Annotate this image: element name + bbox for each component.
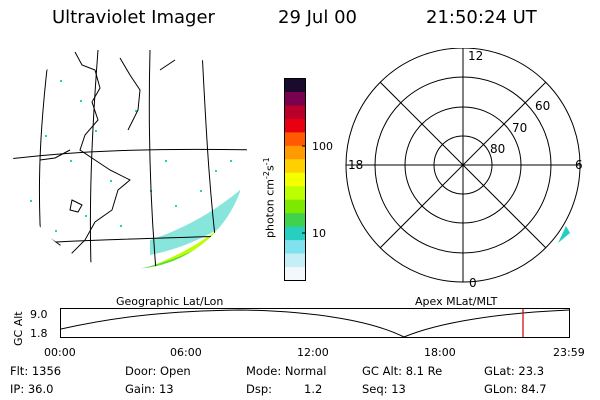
timeline-ytick-top: 9.0 [30, 308, 48, 321]
colorbar-tick-10: 10 [312, 227, 326, 240]
polar-caption: Apex MLat/MLT [415, 295, 498, 308]
colorbar-stripe [284, 267, 306, 282]
colorbar-stripe [284, 186, 306, 201]
polar-mlat-mlt-plot: 12 18 6 0 60 70 80 [345, 48, 583, 290]
timeline-xtick-1200: 12:00 [297, 346, 329, 359]
colorbar-stripe [284, 91, 306, 107]
colorbar-stripe [284, 118, 306, 133]
timeline-xtick-0000: 00:00 [44, 346, 76, 359]
gain-value: Gain: 13 [125, 382, 174, 396]
time-label: 21:50:24 UT [426, 7, 537, 28]
sequence-number: Seq: 13 [362, 382, 406, 396]
mlt-label-6: 6 [575, 158, 583, 172]
mlat-label-70: 70 [512, 121, 527, 135]
colorbar-stripe [284, 78, 306, 93]
timeline-xtick-2359: 23:59 [553, 346, 585, 359]
timeline-ylabel: GC Alt [12, 311, 25, 346]
colorbar-tick-100: 100 [312, 140, 333, 153]
timeline-xtick-1800: 18:00 [424, 346, 456, 359]
flight-number: Flt: 1356 [10, 364, 62, 378]
orbit-altitude-timeline [60, 308, 570, 338]
mlat-label-80: 80 [490, 142, 505, 156]
timeline-ytick-bottom: 1.8 [30, 327, 48, 340]
timeline-xtick-0600: 06:00 [170, 346, 202, 359]
door-status: Door: Open [125, 364, 191, 378]
aurora-emission [30, 80, 247, 269]
lat-lon-grid [13, 49, 247, 269]
geo-longitude: GLon: 84.7 [484, 382, 547, 396]
instrument-title: Ultraviolet Imager [52, 7, 215, 28]
altitude-curve [60, 309, 570, 338]
colorbar-stripe [284, 159, 306, 174]
mlt-label-12: 12 [468, 49, 483, 63]
geographic-image-map [13, 49, 247, 269]
gc-altitude: GC Alt: 8.1 Re [362, 364, 443, 378]
polar-aurora-patch [558, 226, 570, 243]
colorbar-stripe [284, 132, 306, 147]
colorbar-stripe [284, 213, 306, 228]
intensity-colorbar [284, 78, 306, 282]
colorbar-stripe [284, 240, 306, 255]
colorbar-stripe [284, 253, 306, 268]
colorbar-stripe [284, 105, 306, 120]
geo-latitude: GLat: 23.3 [484, 364, 545, 378]
mlt-label-0: 0 [469, 276, 477, 290]
colorbar-stripe [284, 145, 306, 160]
ip-value: IP: 36.0 [10, 382, 54, 396]
map-caption: Geographic Lat/Lon [116, 295, 224, 308]
date-label: 29 Jul 00 [278, 7, 357, 28]
colorbar-unit-label: photon cm-2s-1 [262, 157, 277, 238]
colorbar-stripe [284, 199, 306, 214]
colorbar-stripe [284, 226, 306, 241]
colorbar-stripe [284, 172, 306, 187]
dsp-label: Dsp: [246, 382, 273, 396]
dsp-value: 1.2 [304, 382, 323, 396]
mlt-label-18: 18 [348, 158, 363, 172]
mode-value: Mode: Normal [246, 364, 327, 378]
mlat-label-60: 60 [535, 99, 550, 113]
